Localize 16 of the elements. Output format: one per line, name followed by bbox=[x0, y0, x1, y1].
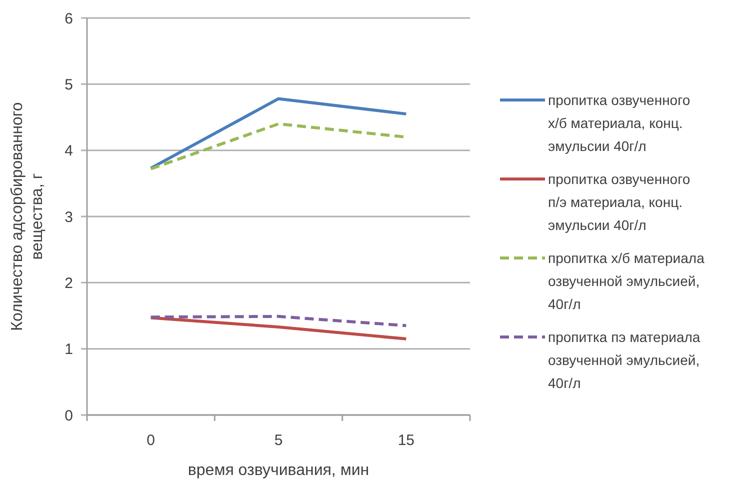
legend-label: пропитка х/б материала озвученной эмульсией, 40г/л bbox=[548, 250, 705, 312]
legend-label: пропитка пэ материала озвученной эмульсией, 40г/л bbox=[548, 328, 700, 391]
y-tick-label: 1 bbox=[64, 341, 73, 358]
legend-label: пропитка озвученного х/б материала, конц. эмульсии 40г/л bbox=[548, 92, 690, 154]
y-tick-label: 3 bbox=[64, 208, 73, 226]
y-tick-label: 6 bbox=[64, 10, 73, 28]
x-axis-title: время озвучивания, мин bbox=[188, 462, 370, 479]
x-tick-label: 0 bbox=[146, 432, 156, 449]
y-tick-label: 0 bbox=[64, 407, 73, 424]
y-tick-label: 4 bbox=[64, 142, 73, 160]
x-tick-label: 5 bbox=[274, 432, 283, 449]
legend-label: пропитка озвученного п/э материала, конц. эмульсии 40г/л bbox=[548, 170, 690, 233]
y-tick-label: 5 bbox=[64, 76, 73, 94]
y-tick-label: 2 bbox=[64, 274, 73, 292]
y-axis-title: Количество адсорбированного вещества, г bbox=[9, 102, 46, 331]
x-tick-label: 15 bbox=[398, 432, 415, 449]
